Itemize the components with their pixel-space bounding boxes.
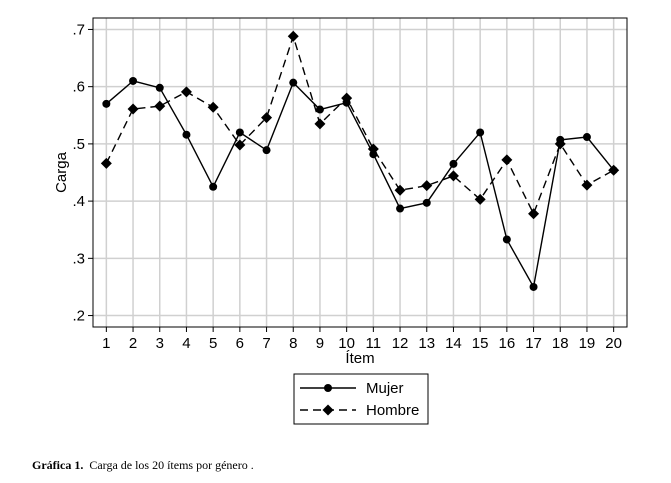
- data-point-diamond: [447, 170, 459, 182]
- x-tick-label: 1: [102, 335, 110, 352]
- x-tick-label: 13: [418, 335, 435, 352]
- data-point-circle: [262, 146, 271, 155]
- series-line: [105, 80, 615, 289]
- y-axis-title: Carga: [53, 151, 70, 193]
- data-point-circle: [582, 133, 591, 142]
- data-point-circle: [155, 83, 164, 92]
- data-point-diamond: [234, 139, 246, 151]
- data-point-circle: [476, 128, 485, 137]
- y-tick-label: .2: [72, 308, 85, 325]
- series-line: [105, 33, 614, 216]
- data-point-diamond: [501, 154, 513, 166]
- data-point-circle: [502, 235, 511, 244]
- y-tick-label: .7: [72, 21, 85, 38]
- legend: Mujer Hombre: [293, 373, 429, 425]
- x-tick-label: 16: [499, 335, 516, 352]
- data-point-diamond: [261, 112, 273, 124]
- x-tick-label: 7: [262, 335, 270, 352]
- data-point-diamond: [394, 184, 406, 196]
- data-point-diamond: [100, 157, 112, 169]
- series-mujer: [102, 76, 618, 291]
- data-point-circle: [324, 384, 332, 392]
- data-point-diamond: [314, 118, 326, 130]
- data-point-circle: [209, 182, 218, 191]
- x-tick-label: 17: [525, 335, 542, 352]
- caption-label: Gráfica 1.: [32, 458, 84, 472]
- x-axis-title: Ítem: [345, 350, 374, 367]
- data-point-diamond: [581, 179, 593, 191]
- figure-caption: Gráfica 1. Carga de los 20 ítems por gén…: [32, 458, 254, 473]
- data-point-diamond: [341, 92, 353, 104]
- data-point-circle: [449, 159, 458, 168]
- data-point-circle: [182, 130, 191, 139]
- data-point-circle: [289, 78, 298, 87]
- legend-label: Hombre: [366, 402, 419, 419]
- data-point-diamond: [180, 86, 192, 98]
- y-axis: .2 .3 .4 .5 .6 .7: [72, 21, 93, 325]
- x-tick-label: 14: [445, 335, 462, 352]
- y-tick-label: .4: [72, 193, 85, 210]
- data-point-diamond: [474, 193, 486, 205]
- x-tick-label: 5: [209, 335, 217, 352]
- x-tick-label: 12: [392, 335, 409, 352]
- data-point-diamond: [207, 101, 219, 113]
- data-point-diamond: [367, 143, 379, 155]
- x-tick-label: 6: [236, 335, 244, 352]
- x-tick-label: 18: [552, 335, 569, 352]
- y-tick-label: .3: [72, 250, 85, 267]
- data-point-diamond: [608, 164, 620, 176]
- x-axis: 1 2 3 4 5 6 7 8 9 10 11 12 13 14 15 16 17 18 19 20: [102, 327, 622, 352]
- data-point-diamond: [421, 180, 433, 192]
- chart: .2.3.4.5.6.7 1 2 3 4 5 6 7 8 9 10 11 12 13 14 15 16 17 18…: [53, 17, 628, 425]
- legend-box: [293, 373, 429, 425]
- data-point-diamond: [322, 404, 334, 416]
- data-point-diamond: [154, 100, 166, 112]
- x-tick-label: 19: [579, 335, 596, 352]
- data-point-diamond: [127, 103, 139, 115]
- data-point-circle: [315, 105, 324, 114]
- legend-entries: Mujer Hombre: [300, 380, 419, 419]
- x-tick-label: 10: [338, 335, 355, 352]
- data-point-circle: [102, 99, 111, 108]
- data-point-circle: [422, 198, 431, 207]
- data-point-circle: [235, 128, 244, 137]
- series-hombre: [100, 30, 620, 220]
- x-tick-label: 20: [605, 335, 622, 352]
- x-tick-label: 9: [316, 335, 324, 352]
- x-tick-label: 2: [129, 335, 137, 352]
- plot-frame: [92, 17, 628, 328]
- series-layer: [100, 30, 620, 291]
- x-tick-label: 8: [289, 335, 297, 352]
- legend-entry-hombre: Hombre: [300, 402, 419, 419]
- data-point-circle: [529, 282, 538, 291]
- x-tick-label: 4: [182, 335, 190, 352]
- legend-entry-mujer: Mujer: [300, 380, 404, 397]
- data-point-diamond: [287, 30, 299, 42]
- caption-text: Carga de los 20 ítems por género .: [89, 458, 254, 472]
- data-point-diamond: [528, 208, 540, 220]
- y-tick-label: .6: [72, 79, 85, 96]
- x-tick-label: 3: [156, 335, 164, 352]
- data-point-diamond: [554, 138, 566, 150]
- legend-label: Mujer: [366, 380, 404, 397]
- x-tick-label: 11: [366, 335, 382, 352]
- data-point-circle: [129, 76, 138, 85]
- gridlines: [93, 18, 627, 327]
- data-point-circle: [396, 204, 405, 213]
- y-tick-label: .5: [72, 136, 85, 153]
- x-tick-label: 15: [472, 335, 489, 352]
